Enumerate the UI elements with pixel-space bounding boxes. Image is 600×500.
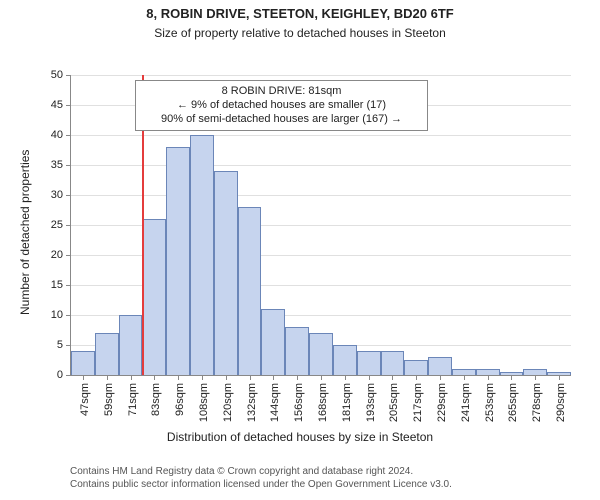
x-tick-label: 47sqm [79,383,91,416]
y-tick [66,375,71,376]
x-tick-label: 168sqm [317,383,329,422]
x-tick [154,375,155,380]
chart-title: 8, ROBIN DRIVE, STEETON, KEIGHLEY, BD20 … [0,6,600,21]
histogram-bar [95,333,119,375]
footer-credits: Contains HM Land Registry data © Crown c… [70,465,452,491]
footer-line-1: Contains HM Land Registry data © Crown c… [70,465,452,478]
histogram-bar [428,357,452,375]
histogram-bar [285,327,309,375]
x-tick-label: 96sqm [174,383,186,416]
x-tick [535,375,536,380]
y-tick-label: 25 [41,219,63,231]
y-tick-label: 40 [41,129,63,141]
x-tick-label: 217sqm [412,383,424,422]
x-tick [107,375,108,380]
x-tick [464,375,465,380]
histogram-bar [190,135,214,375]
x-tick-label: 229sqm [436,383,448,422]
chart-container: { "chart": { "type": "histogram", "title… [0,0,600,500]
y-tick-label: 20 [41,249,63,261]
y-tick-label: 10 [41,309,63,321]
x-tick-label: 83sqm [150,383,162,416]
x-tick-label: 265sqm [507,383,519,422]
gridline [71,195,571,196]
histogram-bar [71,351,95,375]
x-tick [416,375,417,380]
histogram-bar [214,171,238,375]
x-tick [559,375,560,380]
x-tick-label: 59sqm [103,383,115,416]
x-tick-label: 253sqm [484,383,496,422]
x-tick [273,375,274,380]
x-tick-label: 290sqm [555,383,567,422]
y-axis-label: Number of detached properties [18,150,32,315]
histogram-bar [381,351,405,375]
x-tick-label: 156sqm [293,383,305,422]
x-tick [488,375,489,380]
x-tick [345,375,346,380]
annotation-line-1: 8 ROBIN DRIVE: 81sqm [144,85,419,99]
x-tick [178,375,179,380]
x-tick-label: 181sqm [341,383,353,422]
histogram-bar [119,315,143,375]
y-tick [66,105,71,106]
x-tick [369,375,370,380]
x-tick [202,375,203,380]
histogram-bar [166,147,190,375]
x-tick [297,375,298,380]
y-tick-label: 50 [41,69,63,81]
annotation-box: 8 ROBIN DRIVE: 81sqm ← 9% of detached ho… [135,80,428,131]
footer-line-2: Contains public sector information licen… [70,478,452,491]
y-tick-label: 30 [41,189,63,201]
y-tick-label: 15 [41,279,63,291]
y-tick-label: 45 [41,99,63,111]
y-tick [66,195,71,196]
histogram-bar [142,219,166,375]
x-axis-label: Distribution of detached houses by size … [0,430,600,444]
x-tick [511,375,512,380]
y-tick [66,315,71,316]
y-tick [66,75,71,76]
x-tick [250,375,251,380]
x-tick-label: 132sqm [246,383,258,422]
x-tick-label: 193sqm [365,383,377,422]
x-tick-label: 278sqm [531,383,543,422]
gridline [71,165,571,166]
x-tick [321,375,322,380]
x-tick [226,375,227,380]
y-tick [66,135,71,136]
annotation-line-2: ← 9% of detached houses are smaller (17) [144,99,419,113]
x-tick [440,375,441,380]
x-tick-label: 71sqm [127,383,139,416]
histogram-bar [309,333,333,375]
histogram-bar [404,360,428,375]
x-tick-label: 144sqm [269,383,281,422]
y-tick-label: 5 [41,339,63,351]
x-tick-label: 120sqm [222,383,234,422]
histogram-bar [357,351,381,375]
x-tick [83,375,84,380]
chart-subtitle: Size of property relative to detached ho… [0,26,600,40]
y-tick [66,225,71,226]
y-tick-label: 0 [41,369,63,381]
gridline [71,75,571,76]
y-tick [66,255,71,256]
y-tick-label: 35 [41,159,63,171]
x-tick-label: 108sqm [198,383,210,422]
histogram-bar [333,345,357,375]
x-tick-label: 241sqm [460,383,472,422]
gridline [71,135,571,136]
histogram-bar [261,309,285,375]
y-tick [66,285,71,286]
y-tick [66,165,71,166]
annotation-line-3: 90% of semi-detached houses are larger (… [144,113,419,127]
x-tick [131,375,132,380]
x-tick [392,375,393,380]
x-tick-label: 205sqm [388,383,400,422]
histogram-bar [238,207,262,375]
y-tick [66,345,71,346]
